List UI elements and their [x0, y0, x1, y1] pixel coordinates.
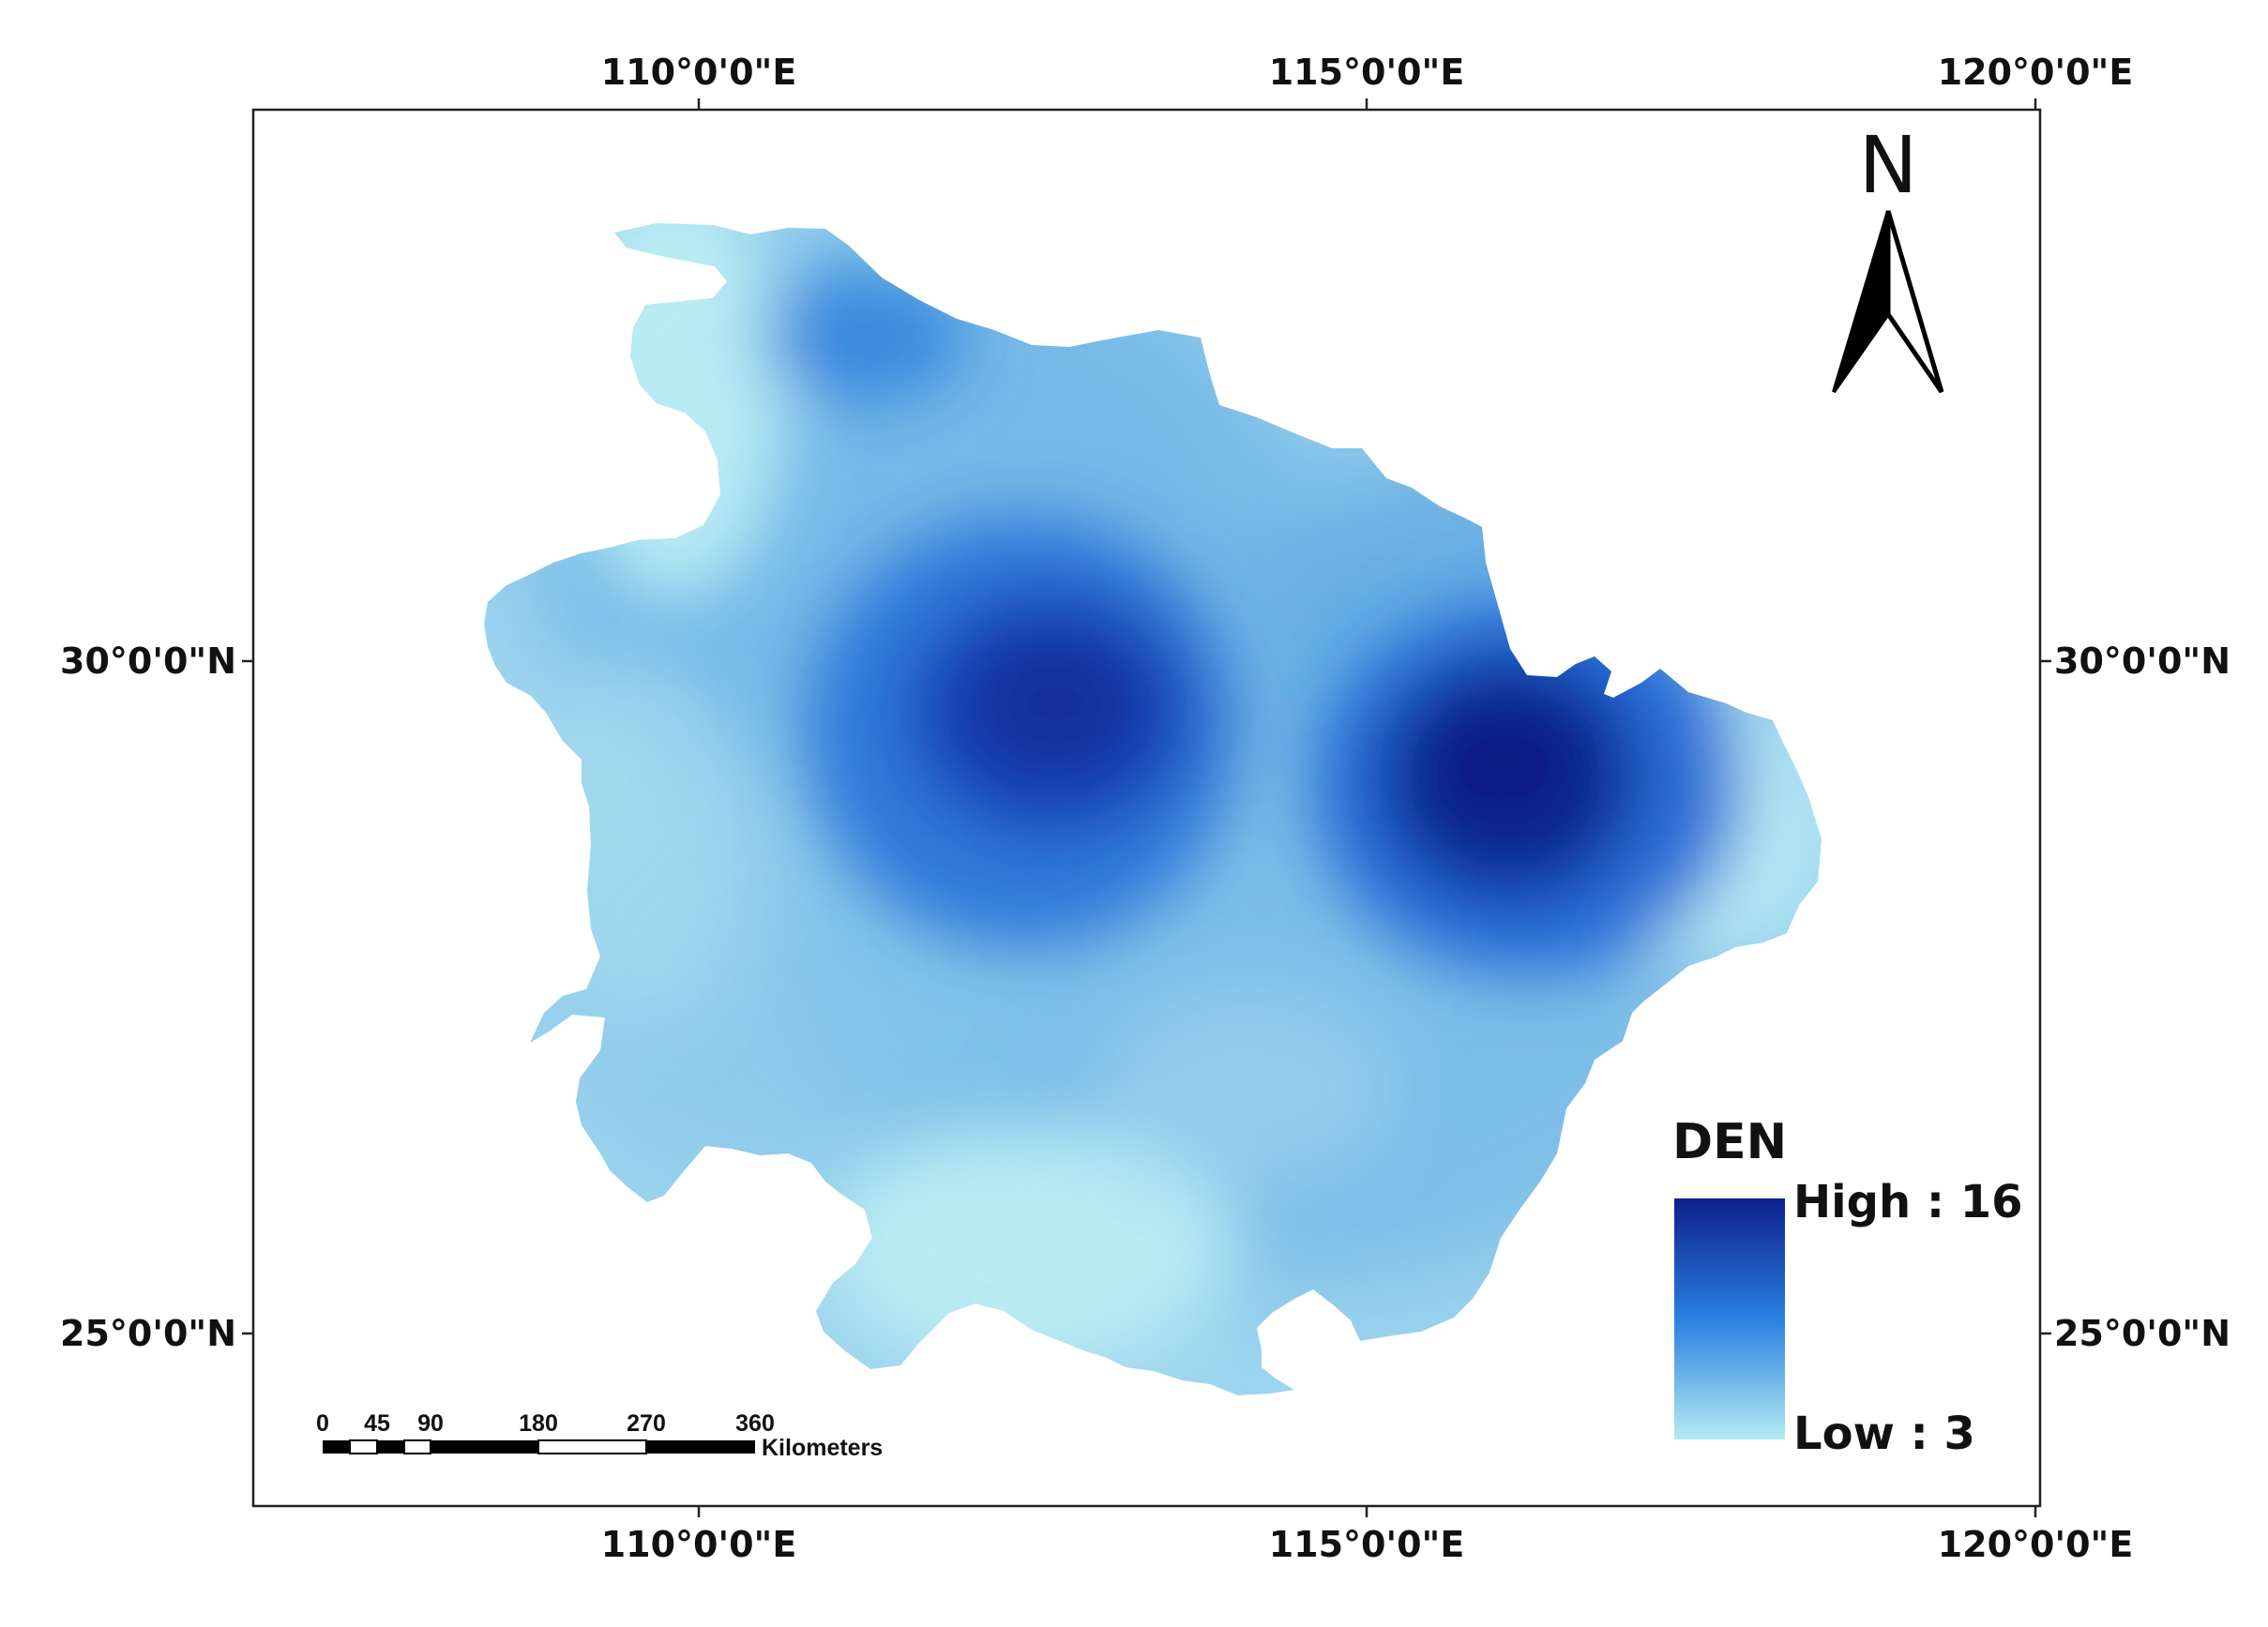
- left-latitude-label-25: 25°0'0"N: [60, 1313, 236, 1354]
- bottom-longitude-label-115: 115°0'0"E: [1269, 1524, 1465, 1565]
- legend-low-label: Low : 3: [1793, 1408, 1975, 1460]
- bottom-longitude-label-120: 120°0'0"E: [1938, 1524, 2134, 1565]
- graticule-ticks: [242, 98, 2051, 1517]
- scale-tick-90: 90: [417, 1410, 444, 1437]
- left-latitude-label-30: 30°0'0"N: [60, 640, 236, 682]
- right-latitude-label-25: 25°0'0"N: [2054, 1313, 2230, 1354]
- legend: DEN High : 16 Low : 3: [1672, 1114, 2023, 1460]
- right-latitude-label-30: 30°0'0"N: [2054, 640, 2230, 682]
- scale-unit: Kilometers: [762, 1435, 883, 1461]
- scale-tick-270: 270: [627, 1410, 666, 1437]
- scale-tick-360: 360: [735, 1410, 775, 1437]
- top-longitude-label-110: 110°0'0"E: [601, 52, 797, 93]
- top-longitude-label-120: 120°0'0"E: [1938, 52, 2134, 93]
- legend-title: DEN: [1672, 1114, 1787, 1170]
- north-arrow-icon: N: [1832, 119, 1944, 394]
- legend-color-ramp: [1674, 1198, 1785, 1439]
- legend-high-label: High : 16: [1793, 1176, 2023, 1228]
- scale-bar: 0 45 90 180 270 360 Kilometers: [316, 1410, 883, 1461]
- scale-tick-180: 180: [519, 1410, 558, 1437]
- bottom-longitude-label-110: 110°0'0"E: [601, 1524, 797, 1565]
- top-longitude-label-115: 115°0'0"E: [1269, 52, 1465, 93]
- scale-tick-0: 0: [316, 1410, 329, 1437]
- north-label: N: [1859, 119, 1918, 211]
- scale-tick-45: 45: [364, 1410, 390, 1437]
